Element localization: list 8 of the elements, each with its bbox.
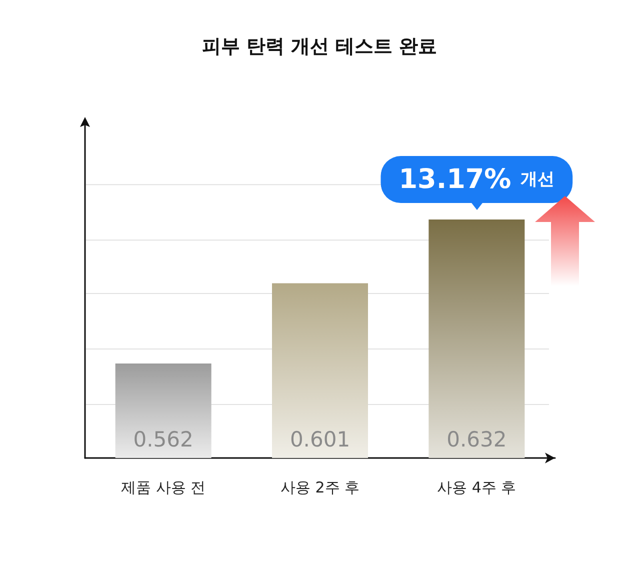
data-label: 0.601: [290, 428, 350, 452]
chart-title: 피부 탄력 개선 테스트 완료: [202, 36, 438, 58]
x-tick-label: 사용 2주 후: [280, 478, 360, 496]
annotation: 13.17% 개선: [398, 164, 555, 196]
data-label: 0.632: [446, 428, 507, 452]
data-label: 0.562: [133, 428, 194, 452]
x-tick-label: 제품 사용 전: [121, 478, 206, 496]
x-tick-label: 사용 4주 후: [437, 478, 516, 496]
